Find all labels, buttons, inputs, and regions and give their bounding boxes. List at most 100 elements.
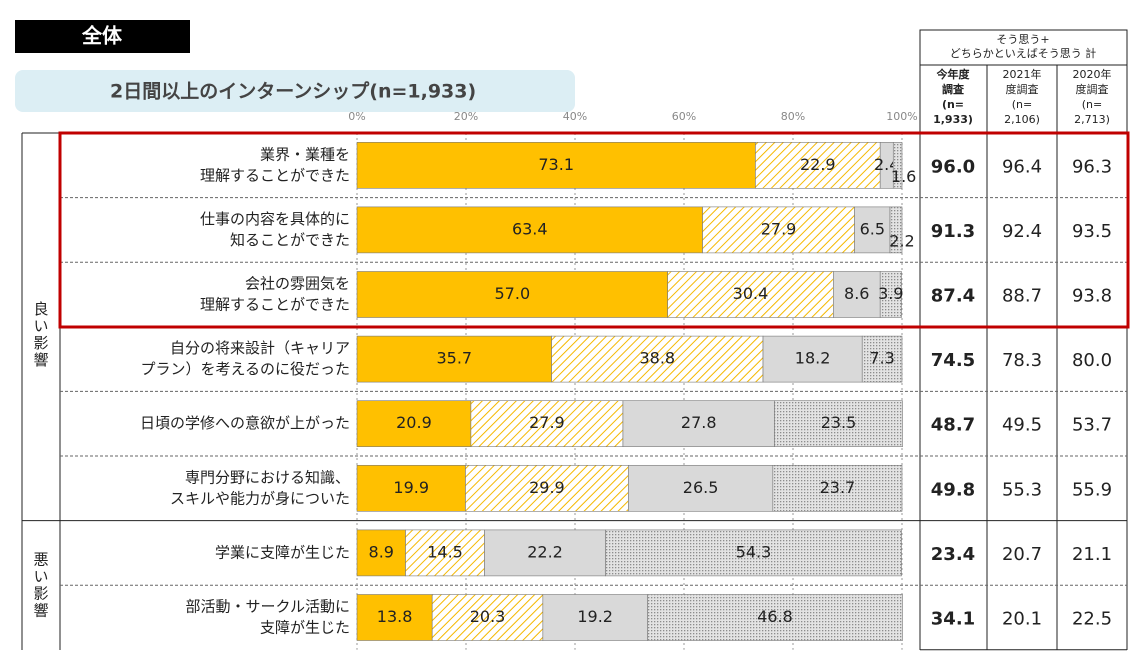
segment-label: 20.3	[470, 607, 506, 626]
x-tick-label: 20%	[454, 110, 478, 123]
category-label: 部活動・サークル活動に	[185, 598, 350, 616]
column-header: 今年度	[936, 67, 971, 81]
x-tick-label: 40%	[563, 110, 587, 123]
segment-label: 23.7	[820, 478, 856, 497]
bar-segment	[772, 464, 903, 512]
bar-segment	[542, 594, 648, 641]
segment-label: 63.4	[512, 219, 548, 238]
segment-label: 13.8	[377, 607, 413, 626]
table-value: 55.9	[1072, 479, 1112, 500]
table-value: 96.4	[1002, 156, 1042, 177]
table-value: 92.4	[1002, 221, 1042, 242]
column-header: (n=	[942, 98, 964, 111]
bar-segment	[861, 335, 903, 383]
table-value: 49.5	[1002, 415, 1042, 436]
category-label: 理解することができた	[200, 296, 350, 314]
group-label: 悪い影響	[32, 551, 50, 619]
segment-label: 73.1	[538, 155, 574, 174]
segment-label: 46.8	[757, 607, 793, 626]
column-header: 2021年	[1003, 67, 1042, 81]
category-label: 自分の将来設計（キャリア	[170, 339, 350, 357]
segment-label: 22.2	[527, 542, 563, 561]
group-label: 良い影響	[32, 301, 50, 369]
table-value: 21.1	[1072, 544, 1112, 565]
bar-segment	[892, 142, 903, 189]
bar-segment	[405, 529, 485, 577]
category-label: 日頃の学修への意欲が上がった	[140, 414, 350, 432]
bar-segment	[470, 400, 624, 448]
bar-segment	[356, 400, 472, 448]
bar-segment	[774, 400, 903, 448]
category-label: 支障が生じた	[260, 619, 350, 637]
category-label: 知ることができた	[230, 231, 350, 249]
category-label: 理解することができた	[200, 166, 350, 184]
segment-label: 3.9	[878, 284, 903, 303]
segment-label: 35.7	[436, 349, 472, 368]
table-value: 87.4	[931, 286, 975, 307]
table-value: 34.1	[931, 609, 975, 630]
table-header: そう思う+	[996, 33, 1049, 46]
table-value: 93.5	[1072, 221, 1112, 242]
segment-label: 7.3	[869, 349, 894, 368]
segment-label: 23.5	[821, 413, 857, 432]
bar-segment	[465, 464, 629, 512]
segment-label: 6.5	[860, 219, 885, 238]
bar-segment	[647, 594, 903, 641]
segment-label: 18.2	[795, 349, 831, 368]
bar-segment	[551, 335, 764, 383]
column-header: 2020年	[1073, 67, 1112, 81]
column-header: 2,713)	[1074, 113, 1110, 126]
column-header: (n=	[1012, 98, 1032, 111]
highlight-box	[58, 131, 1130, 329]
bar-segment	[356, 335, 552, 383]
bar-segment	[755, 142, 881, 189]
x-tick-label: 80%	[781, 110, 805, 123]
table-value: 22.5	[1072, 609, 1112, 630]
segment-label: 54.3	[736, 542, 772, 561]
bar-segment	[702, 206, 855, 254]
column-header: 1,933)	[933, 113, 973, 126]
table-value: 96.3	[1072, 156, 1112, 177]
subtitle-box	[15, 70, 575, 112]
table-value: 96.0	[931, 156, 975, 177]
category-label: 学業に支障が生じた	[215, 543, 350, 561]
table-value: 80.0	[1072, 350, 1112, 371]
category-label: プラン）を考えるのに役だった	[140, 360, 350, 378]
table-value: 20.7	[1002, 544, 1042, 565]
segment-label: 20.9	[396, 413, 432, 432]
segment-label: 19.2	[577, 607, 613, 626]
segment-label: 30.4	[733, 284, 769, 303]
bar-segment	[889, 206, 903, 254]
category-label: スキルや能力が身についた	[170, 489, 350, 507]
x-tick-label: 60%	[672, 110, 696, 123]
segment-label: 14.5	[427, 542, 463, 561]
segment-label: 27.9	[529, 413, 565, 432]
x-tick-label: 100%	[886, 110, 917, 123]
bar-segment	[484, 529, 606, 577]
table-value: 91.3	[931, 221, 975, 242]
table-value: 23.4	[931, 544, 975, 565]
bar-segment	[628, 464, 774, 512]
bar-segment	[854, 206, 891, 254]
bar-segment	[356, 594, 433, 641]
x-tick-label: 0%	[348, 110, 365, 123]
bar-segment	[356, 142, 756, 189]
segment-label: 27.8	[681, 413, 717, 432]
bar-segment	[605, 529, 902, 577]
table-value: 78.3	[1002, 350, 1042, 371]
bar-segment	[762, 335, 863, 383]
bar-segment	[879, 271, 902, 318]
bar-segment	[356, 464, 466, 512]
bar-segment	[622, 400, 775, 448]
category-label: 会社の雰囲気を	[245, 275, 350, 293]
table-value: 88.7	[1002, 286, 1042, 307]
table-value: 53.7	[1072, 415, 1112, 436]
title-box	[15, 20, 190, 53]
table-value: 48.7	[931, 415, 975, 436]
table-value: 93.8	[1072, 286, 1112, 307]
segment-label: 38.8	[639, 349, 675, 368]
segment-label: 29.9	[529, 478, 565, 497]
segment-label: 19.9	[393, 478, 429, 497]
bar-segment	[431, 594, 544, 641]
